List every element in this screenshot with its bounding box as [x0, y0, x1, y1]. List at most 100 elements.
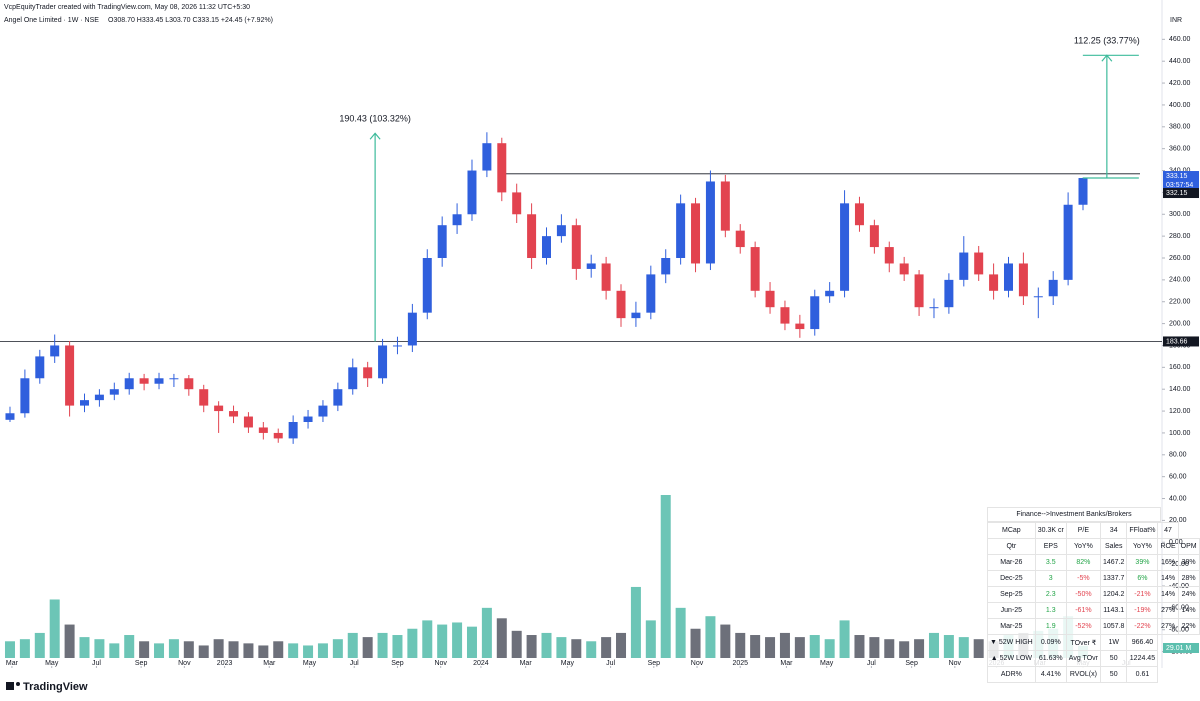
- table-cell: 24%: [1177, 586, 1200, 603]
- candle-body: [601, 263, 611, 291]
- candle-body: [258, 427, 268, 433]
- table-cell: -52%: [1065, 618, 1101, 635]
- volume-bar: [571, 639, 582, 658]
- volume-bar: [705, 616, 716, 658]
- volume-label-bg: [1163, 643, 1199, 653]
- table-cell: 966.40: [1126, 634, 1159, 651]
- volume-bar: [928, 632, 939, 658]
- last-price-label: 333.15: [1166, 173, 1188, 180]
- volume-bar: [601, 637, 612, 658]
- candle-body: [750, 247, 760, 291]
- x-tick-label: Sep: [135, 660, 148, 667]
- candle-body: [959, 252, 969, 280]
- y-tick-label: 280.00: [1169, 233, 1191, 240]
- volume-bar: [79, 637, 90, 658]
- volume-bar: [303, 645, 314, 658]
- volume-bar: [541, 632, 552, 658]
- volume-bar: [958, 637, 969, 658]
- volume-bar: [437, 624, 448, 658]
- candle-body: [631, 312, 641, 319]
- table-cell: ▼ 52W HIGH: [987, 634, 1036, 651]
- volume-bar: [943, 635, 954, 658]
- x-tick-label: Mar: [780, 660, 793, 667]
- x-tick-label: Jul: [606, 660, 615, 667]
- candle-body: [720, 181, 730, 231]
- y-tick-label: 300.00: [1169, 211, 1191, 218]
- candle-body: [810, 296, 820, 330]
- candle-body: [437, 225, 447, 258]
- volume-bar: [452, 622, 463, 658]
- support-label: 183.66: [1166, 338, 1188, 345]
- x-tick-label: 2023: [217, 660, 233, 667]
- table-cell: Mar-26: [987, 554, 1036, 571]
- fundamentals-table: Finance-->Investment Banks/Brokers MCap 3…: [987, 507, 1200, 683]
- candle-body: [691, 203, 701, 264]
- table-cell: 50: [1099, 666, 1128, 683]
- table-cell: 1143.1: [1099, 602, 1128, 619]
- table-cell: 3: [1034, 570, 1067, 587]
- candle-body: [65, 345, 75, 406]
- candle-body: [482, 143, 492, 171]
- credit: VcpEquityTrader created with TradingView…: [4, 4, 250, 11]
- chart-title: Angel One Limited · 1W · NSE: [4, 17, 99, 24]
- table-cell: Sales: [1099, 538, 1128, 555]
- candle-body: [616, 290, 626, 319]
- table: MCap 30.3K cr P/E 34 FFloat% 47 Qtr EPS YoY% Sale…: [987, 522, 1200, 683]
- table-cell: 1204.2: [1099, 586, 1128, 603]
- candle-body: [974, 252, 984, 275]
- volume-bar: [779, 632, 790, 658]
- table-row: ▼ 52W HIGH 0.09% TOver ₹1W 966.40: [987, 634, 1200, 651]
- last-price-label-bg: [1163, 171, 1199, 182]
- y-tick-label: 260.00: [1169, 255, 1191, 262]
- candle-body: [407, 312, 417, 346]
- table-cell: 1.3: [1034, 602, 1067, 619]
- table-cell: MCap: [987, 522, 1036, 539]
- candle-body: [378, 345, 388, 379]
- y-tick-label: 80.00: [1169, 452, 1187, 459]
- table-cell: ROE: [1157, 538, 1179, 555]
- countdown-label-bg: [1163, 180, 1199, 191]
- table-cell: YoY%: [1126, 538, 1159, 555]
- table-cell: Mar-25: [987, 618, 1036, 635]
- candle-body: [661, 258, 671, 275]
- candle-body: [676, 203, 686, 258]
- volume-bar: [49, 599, 60, 658]
- x-tick-label: 2024: [473, 660, 489, 667]
- table-row: ▲ 52W LOW 61.63% Avg TOvr 50 1224.45: [987, 650, 1200, 667]
- volume-bar: [258, 645, 269, 658]
- volume-bar: [183, 641, 194, 658]
- candle-body: [989, 274, 999, 291]
- candle-body: [586, 263, 596, 269]
- table-cell: Avg TOvr: [1065, 650, 1101, 667]
- y-tick-label: 460.00: [1169, 36, 1191, 43]
- x-tick-label: Mar: [520, 660, 533, 667]
- y-tick-label: 400.00: [1169, 102, 1191, 109]
- volume-bar: [64, 624, 75, 658]
- candle-body: [735, 230, 745, 248]
- candle-body: [273, 432, 283, 439]
- candle-body: [512, 192, 522, 215]
- y-tick-label: 440.00: [1169, 58, 1191, 65]
- volume-bar: [556, 637, 567, 658]
- volume-bar: [884, 639, 895, 658]
- volume-bar: [19, 639, 30, 658]
- table-cell: -50%: [1065, 586, 1101, 603]
- candle-body: [497, 143, 507, 193]
- y-tick-label: 340.00: [1169, 167, 1191, 174]
- y-tick-label: 420.00: [1169, 80, 1191, 87]
- table-cell: -61%: [1065, 602, 1101, 619]
- measure-label: 112.25 (33.77%): [1074, 36, 1140, 46]
- x-tick-label: May: [561, 660, 575, 667]
- table-cell: 1057.8: [1099, 618, 1128, 635]
- volume-bar: [139, 641, 150, 658]
- volume-bar: [616, 632, 627, 658]
- volume-bar: [914, 639, 925, 658]
- table-row: ADR% 4.41% RVOL(x) 50 0.61: [987, 666, 1200, 683]
- volume-bar: [332, 639, 343, 658]
- candle-body: [571, 225, 581, 269]
- candle-body: [229, 411, 239, 417]
- candle-body: [869, 225, 879, 248]
- table-cell: ▲ 52W LOW: [987, 650, 1036, 667]
- table-cell: 3.5: [1034, 554, 1067, 571]
